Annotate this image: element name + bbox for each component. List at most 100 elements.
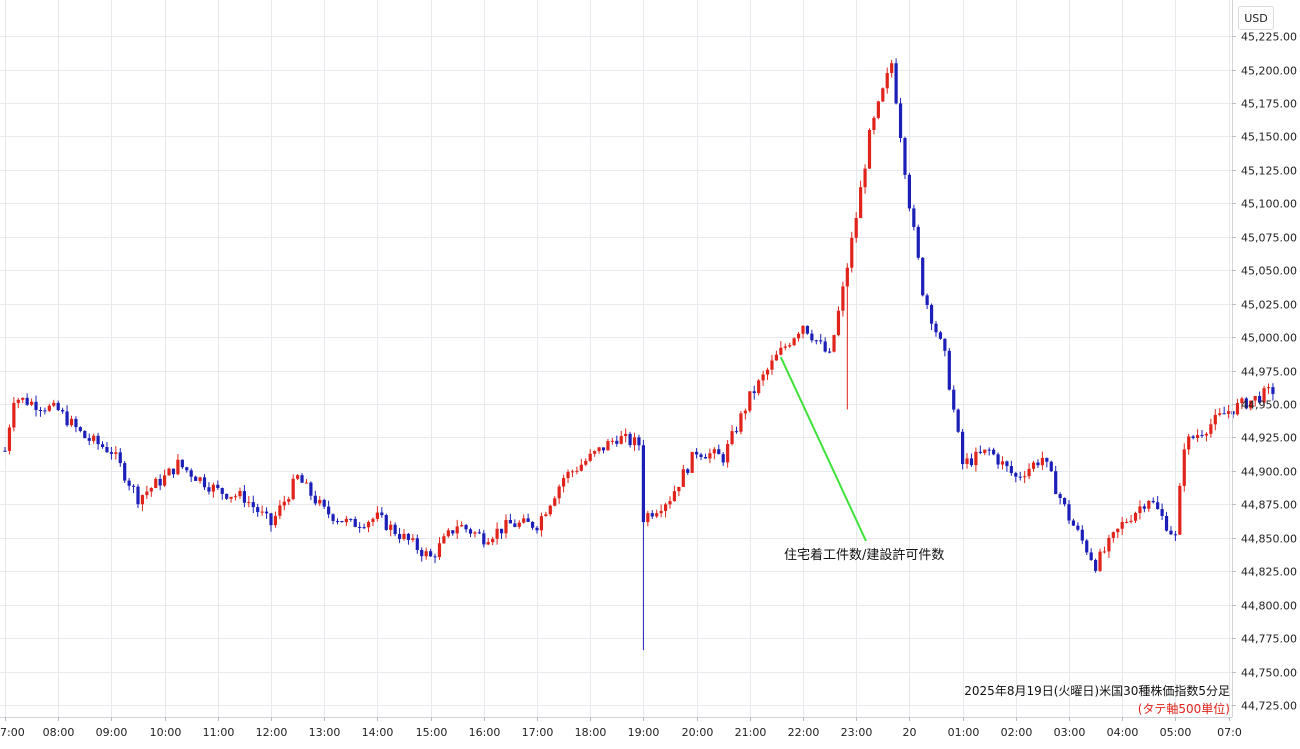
- candle-body: [220, 488, 224, 494]
- candle-body: [1116, 528, 1120, 533]
- x-tick-label: 7:00: [0, 726, 25, 739]
- candle: [145, 485, 149, 499]
- candle-body: [446, 530, 450, 537]
- y-tick-label: 45,225.00: [1241, 31, 1297, 44]
- currency-label[interactable]: USD: [1238, 6, 1274, 30]
- candle-body: [1018, 476, 1022, 478]
- candle-body: [216, 484, 220, 489]
- candle: [801, 325, 805, 339]
- candle: [34, 395, 38, 417]
- candle: [477, 529, 481, 534]
- candle: [1076, 522, 1080, 532]
- candle-body: [167, 468, 171, 476]
- candle: [194, 475, 198, 481]
- candle-body: [158, 478, 162, 486]
- candle-body: [912, 208, 916, 227]
- candle-body: [1014, 473, 1018, 477]
- annotation-line: [779, 356, 867, 542]
- candle-body: [163, 475, 167, 486]
- caption-axis-unit: (タテ軸500単位): [1137, 702, 1230, 716]
- candle-body: [517, 522, 521, 527]
- candle: [331, 513, 335, 525]
- candle: [83, 430, 87, 439]
- candle-body: [429, 551, 433, 557]
- candle-body: [477, 532, 481, 534]
- candle-body: [384, 515, 388, 530]
- candle: [411, 534, 415, 543]
- candle-body: [495, 528, 499, 539]
- candle-body: [242, 491, 246, 503]
- candle-body: [309, 482, 313, 496]
- candle-body: [1089, 552, 1093, 560]
- candle: [916, 224, 920, 260]
- candle: [504, 514, 508, 539]
- candle: [1111, 531, 1115, 543]
- candle: [491, 536, 495, 546]
- candle: [792, 337, 796, 347]
- candle: [149, 487, 153, 497]
- candle: [154, 477, 158, 489]
- candle-body: [863, 168, 867, 188]
- candle-body: [717, 449, 721, 455]
- candle: [375, 506, 379, 522]
- candle: [593, 450, 597, 457]
- candle-body: [92, 435, 96, 441]
- candle-body: [145, 491, 149, 496]
- candle-body: [486, 542, 490, 545]
- candle: [1187, 433, 1191, 455]
- candle: [708, 448, 712, 464]
- candle-body: [615, 440, 619, 444]
- candle: [96, 432, 100, 450]
- candle-body: [726, 443, 730, 463]
- candle: [429, 548, 433, 557]
- candle: [553, 496, 557, 507]
- candle: [1244, 396, 1248, 410]
- candle-body: [978, 451, 982, 453]
- candle: [406, 532, 411, 545]
- candle-body: [1085, 540, 1089, 553]
- candle: [65, 405, 69, 427]
- candle-body: [867, 129, 872, 169]
- candle-body: [149, 488, 153, 492]
- candle-body: [21, 397, 25, 400]
- candle: [1164, 511, 1169, 532]
- candle-body: [1045, 457, 1049, 462]
- candle: [264, 507, 269, 519]
- candle-body: [136, 486, 140, 505]
- candle-body: [641, 445, 645, 523]
- candle: [1036, 459, 1040, 468]
- candle-body: [304, 482, 309, 484]
- candle: [983, 449, 987, 456]
- candle-body: [468, 529, 473, 534]
- candle-body: [96, 435, 100, 445]
- candle-body: [1160, 509, 1164, 516]
- candle-body: [499, 528, 504, 534]
- candle-body: [1120, 521, 1124, 529]
- candle: [526, 513, 530, 523]
- candle: [544, 511, 548, 517]
- candle: [256, 503, 260, 517]
- x-tick-label: 15:00: [416, 726, 448, 739]
- x-tick-label: 09:00: [96, 726, 128, 739]
- candle: [176, 454, 180, 476]
- candle: [473, 530, 477, 538]
- candle: [87, 433, 91, 446]
- candle: [100, 441, 105, 449]
- candle: [987, 447, 991, 456]
- candle: [703, 453, 708, 459]
- candle-body: [83, 430, 87, 439]
- candle-body: [171, 468, 176, 475]
- candle: [677, 486, 681, 497]
- candle-body: [1218, 413, 1222, 415]
- candle-body: [836, 310, 841, 336]
- candle-body: [43, 410, 47, 412]
- candle: [1058, 492, 1062, 505]
- candle-body: [473, 532, 477, 534]
- candle-body: [140, 495, 145, 505]
- candle-body: [1164, 515, 1169, 531]
- candle-body: [859, 187, 863, 219]
- y-tick-label: 44,850.00: [1241, 533, 1297, 546]
- candle: [207, 482, 211, 495]
- candle-body: [1005, 461, 1009, 467]
